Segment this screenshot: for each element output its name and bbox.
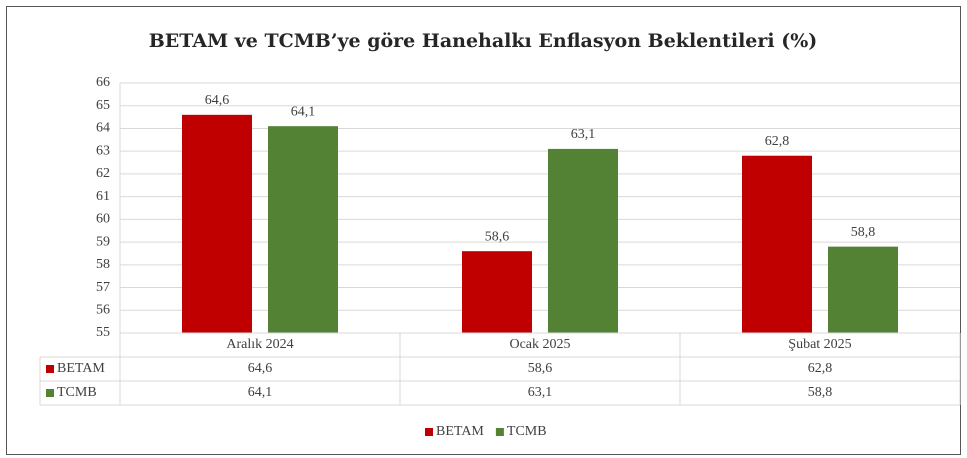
data-label: 63,1	[571, 127, 596, 142]
y-tick-label: 55	[96, 325, 110, 340]
y-tick-label: 60	[96, 212, 110, 227]
table-series-name: TCMB	[57, 385, 97, 400]
y-tick-label: 61	[96, 189, 110, 204]
bar	[182, 114, 252, 334]
table-series-name: BETAM	[57, 361, 105, 376]
bar	[548, 148, 618, 333]
y-tick-label: 58	[96, 257, 110, 272]
bar	[462, 251, 532, 333]
bar	[742, 155, 812, 333]
table-cell: 62,8	[808, 361, 833, 376]
legend-label: TCMB	[507, 424, 547, 439]
data-label: 62,8	[765, 134, 790, 149]
y-tick-label: 65	[96, 98, 110, 113]
table-cell: 64,1	[248, 385, 273, 400]
table-key	[46, 365, 54, 373]
table-cell: 58,6	[528, 361, 553, 376]
bar	[268, 126, 338, 333]
data-label: 58,8	[851, 225, 876, 240]
data-label: 64,1	[291, 104, 316, 119]
y-tick-label: 66	[96, 75, 110, 90]
data-label: 64,6	[205, 93, 230, 108]
table-cell: 63,1	[528, 385, 553, 400]
x-tick-label: Aralık 2024	[226, 337, 293, 352]
bar	[828, 246, 898, 333]
table-cell: 58,8	[808, 385, 833, 400]
chart-title: BETAM ve TCMB’ye göre Hanehalkı Enflasyo…	[149, 30, 818, 52]
x-tick-label: Ocak 2025	[509, 337, 570, 352]
legend-key	[495, 428, 504, 436]
legend-label: BETAM	[436, 424, 484, 439]
y-tick-label: 63	[96, 143, 110, 158]
table-cell: 64,6	[248, 361, 273, 376]
y-tick-label: 56	[96, 302, 110, 317]
y-tick-label: 64	[96, 121, 110, 136]
y-tick-label: 62	[96, 166, 110, 181]
x-tick-label: Şubat 2025	[788, 337, 851, 352]
y-tick-label: 59	[96, 234, 110, 249]
y-tick-label: 57	[96, 280, 110, 295]
legend-key	[425, 428, 433, 436]
data-label: 58,6	[485, 229, 510, 244]
table-key	[46, 389, 54, 397]
